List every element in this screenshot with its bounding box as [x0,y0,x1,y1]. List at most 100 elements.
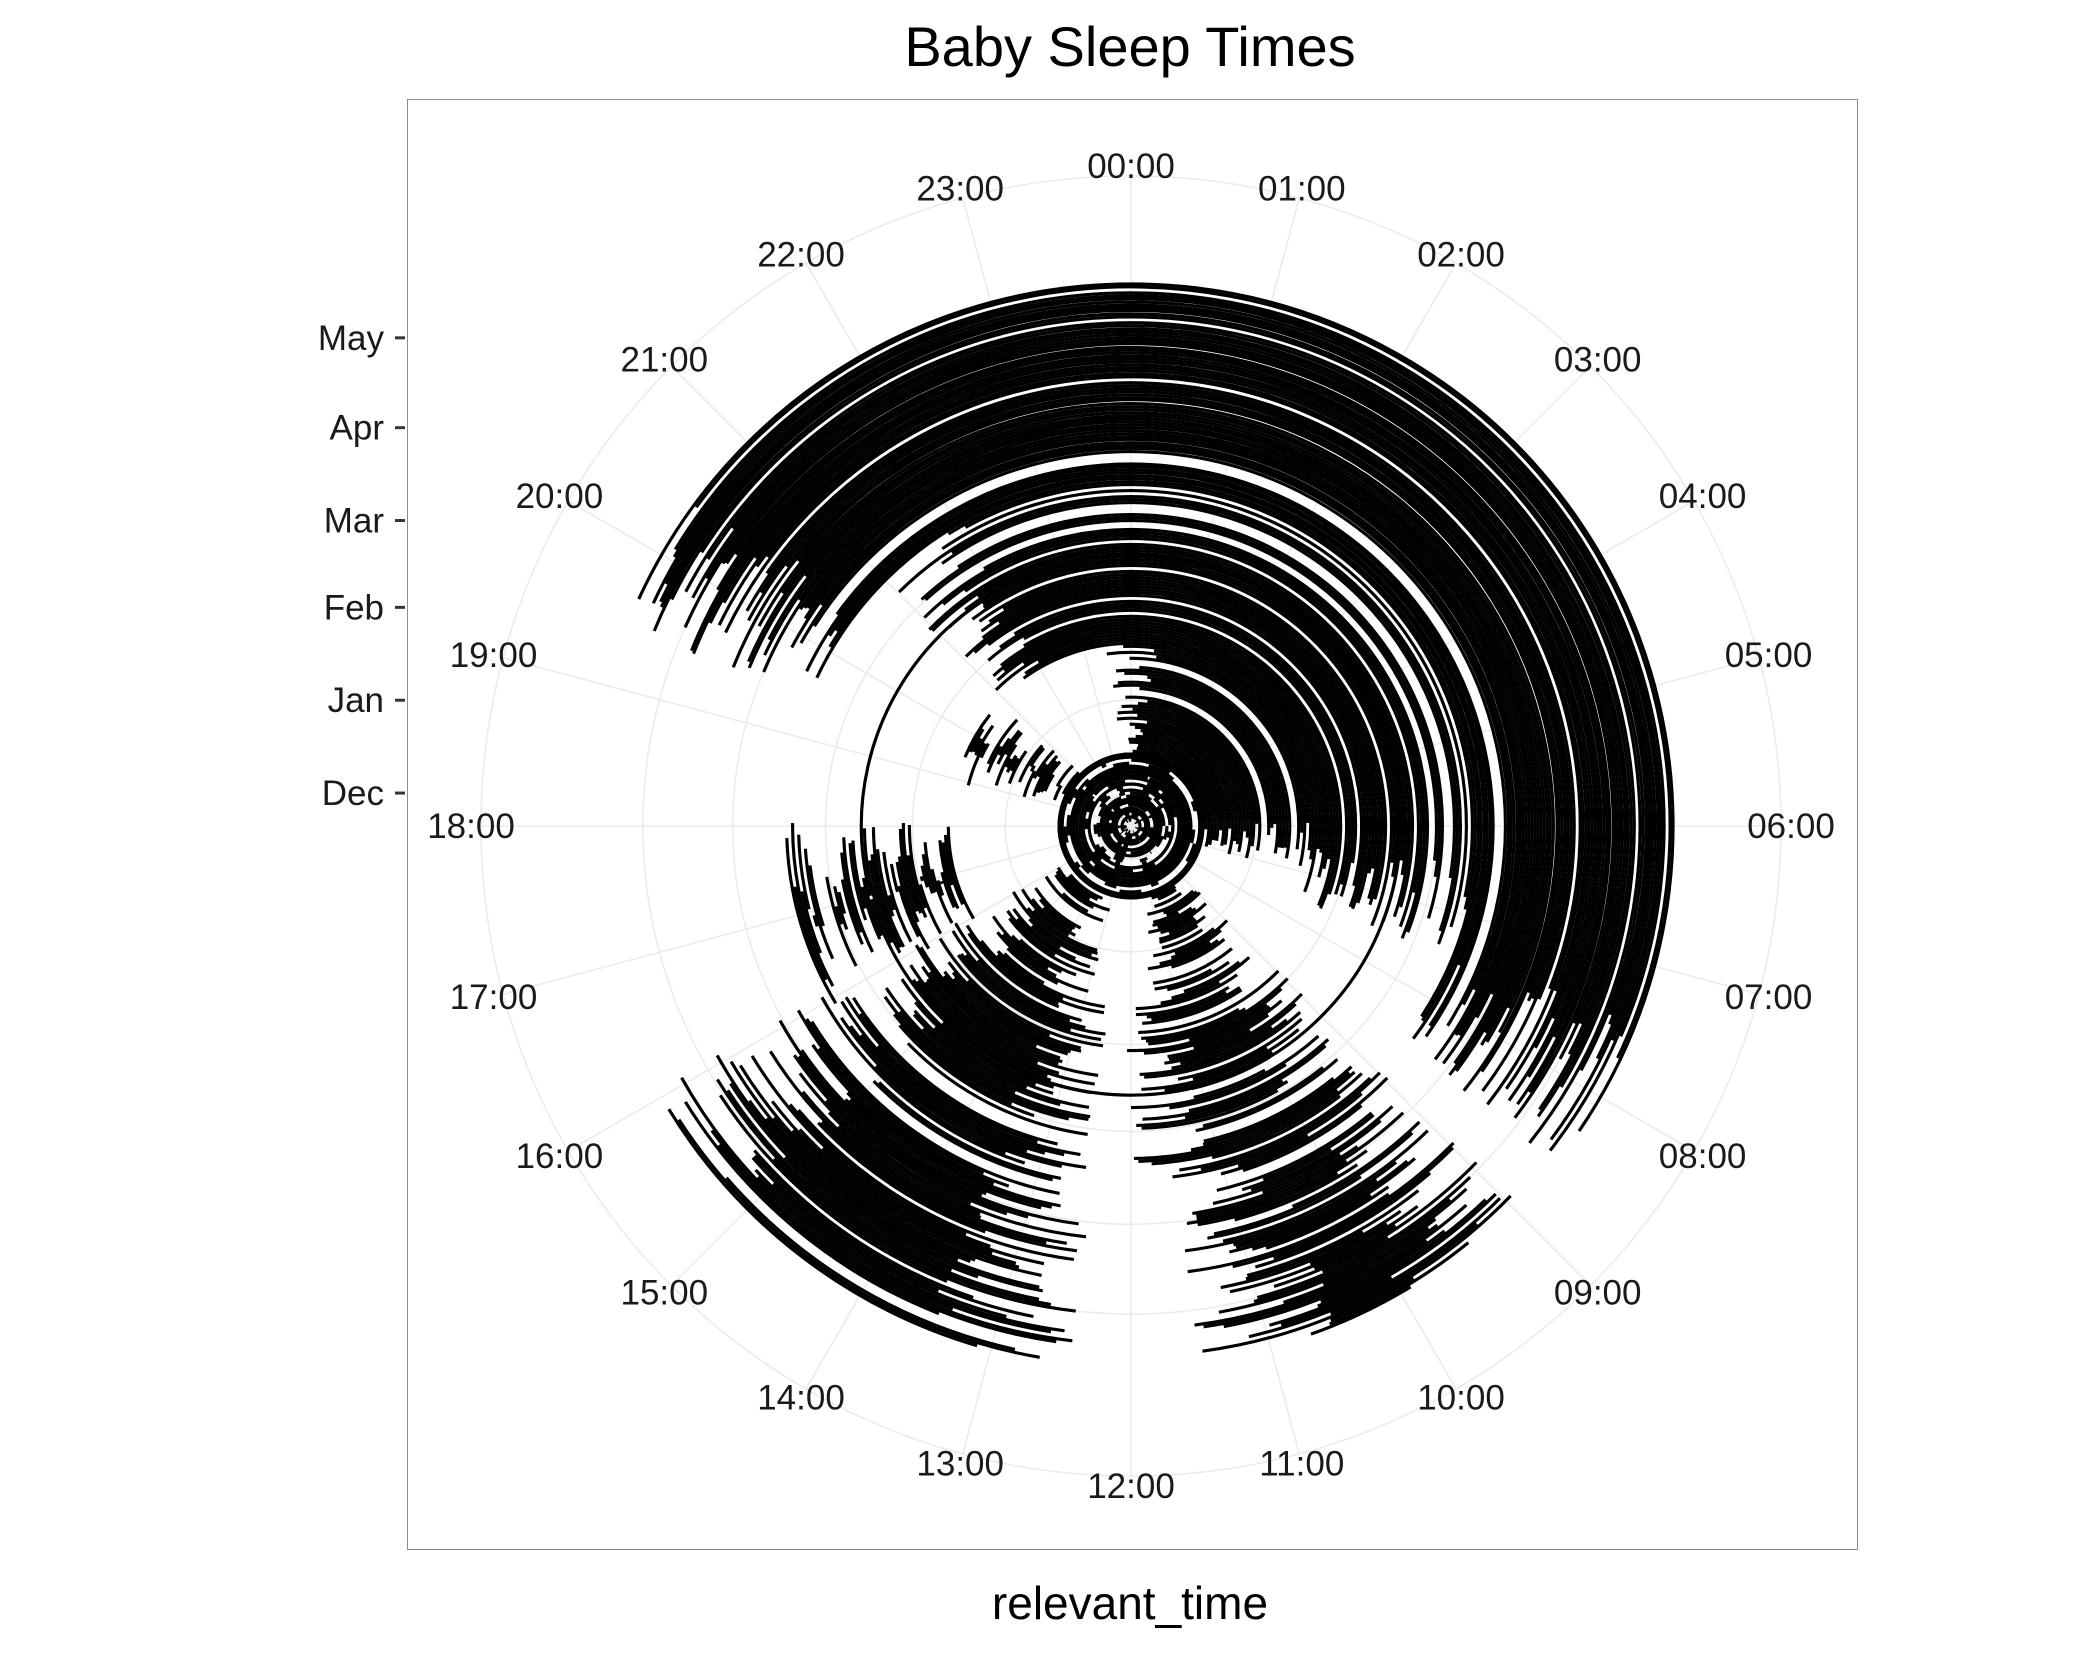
sleep-interval-arc [1073,778,1090,799]
sleep-interval-arc [1330,1276,1415,1322]
sleep-interval-arc [1119,831,1123,835]
sleep-interval-arc [928,542,1415,908]
sleep-interval-arc [912,978,1052,1082]
sleep-interval-arc [1147,675,1283,848]
sleep-interval-arc [754,363,1594,1049]
sleep-interval-arc [1100,845,1107,853]
sleep-interval-arc [859,1012,1038,1144]
sleep-interval-arc [1202,1194,1512,1353]
sleep-interval-arc [700,315,1642,1144]
sleep-interval-arc [790,441,1516,1061]
sleep-interval-arc [753,1154,1034,1319]
sleep-interval-arc [1063,826,1069,843]
sleep-interval-arc [1273,1161,1478,1288]
sleep-interval-arc [1116,786,1124,792]
sleep-interval-arc [1086,800,1095,813]
sleep-interval-arc [1120,752,1132,757]
sleep-interval-arc [916,979,1048,1078]
hour-tick-label: 06:00 [1747,807,1835,846]
sleep-interval-arc [974,724,995,756]
sleep-interval-arc [851,840,867,910]
sleep-interval-arc [947,480,1477,910]
sleep-interval-arc [966,979,1051,1037]
sleep-interval-arc [875,849,895,917]
sleep-interval-arc [1310,1285,1412,1336]
sleep-interval-arc [1170,929,1222,960]
sleep-interval-arc [1120,810,1128,816]
sleep-interval-arc [1061,771,1080,795]
sleep-interval-arc [1066,814,1071,836]
sleep-interval-arc [1001,933,1057,978]
sleep-interval-arc [1262,1113,1375,1181]
sleep-interval-arc [1037,635,1322,850]
sleep-interval-arc [956,954,1102,1042]
sleep-interval-arc [1162,826,1169,841]
sleep-interval-arc [717,1144,1057,1344]
sleep-interval-arc [659,303,1654,1060]
sleep-interval-arc [1124,671,1286,849]
sleep-interval-arc [938,937,1104,1048]
sleep-interval-arc [898,828,919,913]
chart-title: Baby Sleep Times [904,15,1356,78]
hour-tick-label: 01:00 [1258,170,1346,209]
sleep-interval-arc [1164,1050,1274,1092]
sleep-interval-arc [1200,1071,1381,1171]
sleep-interval-arc [1121,704,1253,859]
sleep-interval-arc [895,861,931,950]
sleep-interval-arc [1034,887,1082,930]
sleep-interval-arc [1006,909,1056,957]
sleep-interval-arc [820,1121,1078,1253]
sleep-interval-arc [1159,924,1199,944]
sleep-interval-arc [986,718,1019,765]
sleep-interval-arc [1032,754,1059,797]
sleep-interval-arc [996,729,1021,765]
sleep-interval-arc [783,1156,953,1272]
sleep-interval-arc [901,822,923,914]
sleep-interval-arc [852,996,1058,1146]
sleep-interval-arc [840,1016,1063,1168]
sleep-interval-arc [1109,806,1122,821]
sleep-interval-arc [1141,1089,1279,1130]
sleep-interval-arc [1124,835,1133,840]
sleep-interval-arc [969,728,985,753]
sleep-interval-arc [729,1082,979,1279]
sleep-interval-arc [1115,668,1289,848]
sleep-interval-arc [695,285,1672,1059]
sleep-interval-arc [971,563,1394,927]
sleep-interval-arc [820,444,1513,991]
sleep-interval-arc [921,965,1099,1077]
sleep-interval-arc [651,297,1660,1042]
plot-panel [407,99,1858,1550]
sleep-interval-arc [996,931,1089,993]
sleep-interval-arc [1111,844,1115,848]
sleep-interval-arc [1023,608,1349,895]
sleep-interval-arc [815,477,1481,1018]
sleep-interval-arc [1190,829,1196,844]
sleep-interval-arc [1137,701,1256,847]
sleep-interval-arc [705,333,1624,1025]
sleep-interval-arc [747,411,1546,1046]
sleep-interval-arc [1146,720,1238,842]
sleep-interval-arc [987,605,1352,885]
sleep-interval-arc [1160,916,1195,935]
sleep-interval-arc [1229,1205,1419,1294]
sleep-interval-arc [973,590,1367,908]
sleep-interval-arc [1127,829,1131,834]
sleep-interval-arc [751,1156,940,1293]
sleep-interval-arc [1131,758,1171,774]
sleep-interval-arc [770,1100,1017,1265]
sleep-interval-arc [1113,683,1274,828]
hour-tick-label: 16:00 [516,1137,604,1176]
sleep-interval-arc [933,1026,1028,1089]
sleep-interval-arc [756,1175,1052,1334]
sleep-interval-arc [897,856,920,923]
sleep-interval-arc [957,513,1444,919]
sleep-interval-arc [998,581,1376,874]
sleep-interval-arc [1009,757,1020,772]
sleep-interval-arc [806,435,1522,1037]
sleep-interval-arc [1012,908,1077,961]
sleep-interval-arc [1134,833,1140,839]
sleep-interval-arc [1124,797,1133,802]
sleep-interval-arc [1180,1002,1297,1066]
sleep-interval-arc [765,381,1576,1000]
